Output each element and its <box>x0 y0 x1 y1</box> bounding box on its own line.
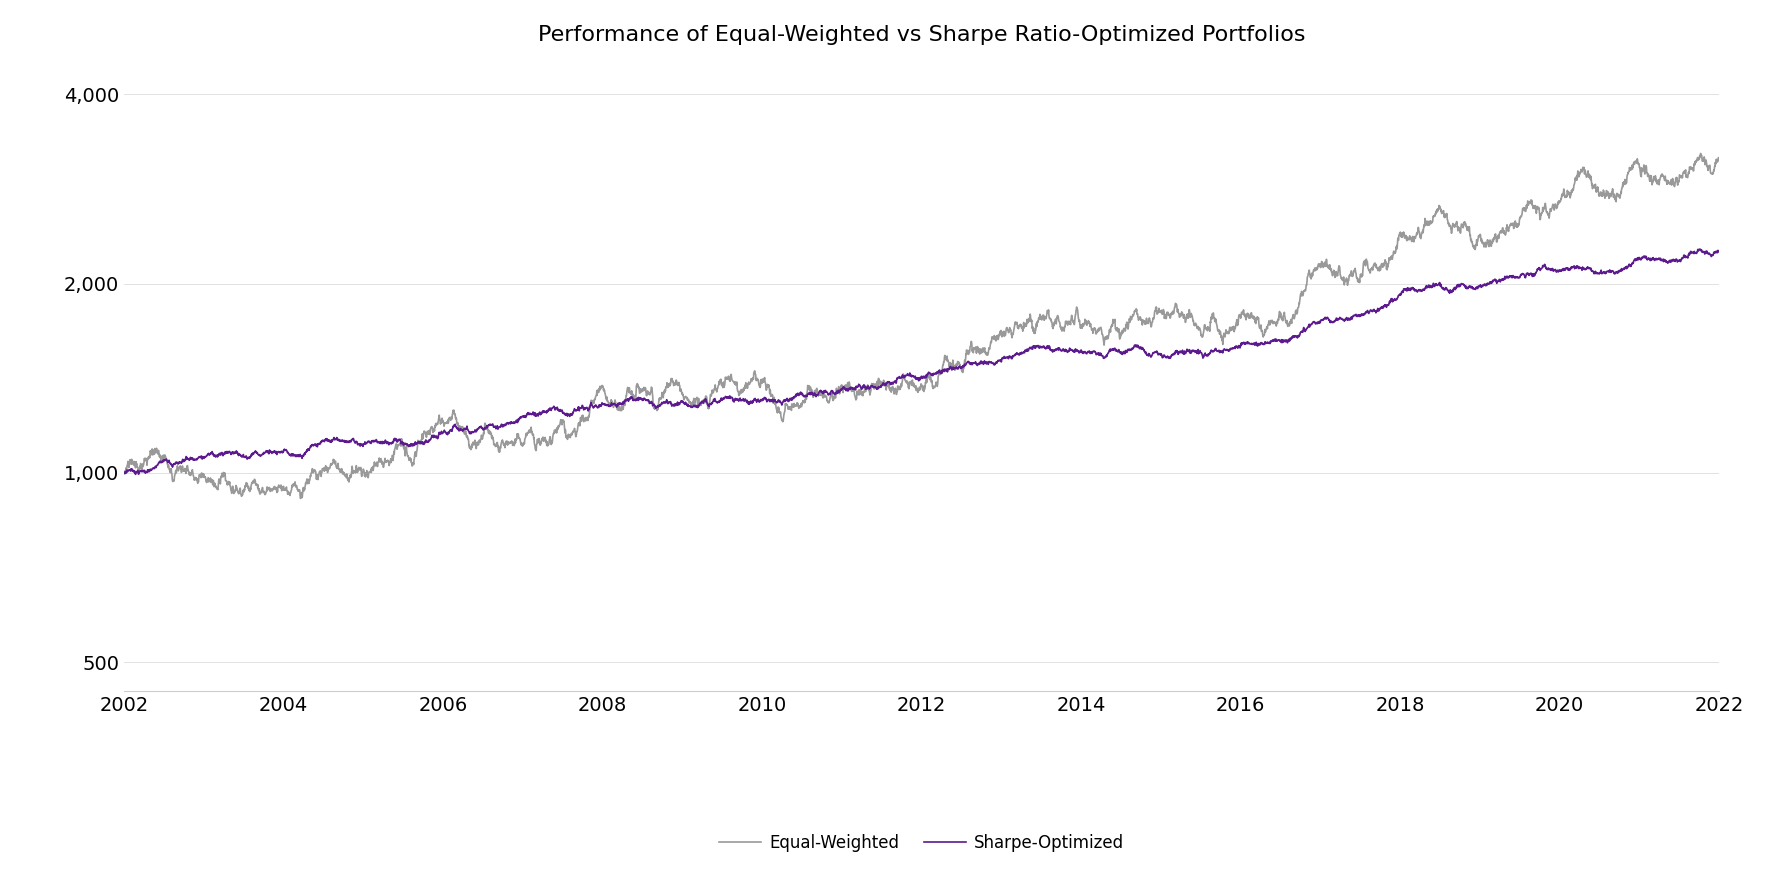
Title: Performance of Equal-Weighted vs Sharpe Ratio-Optimized Portfolios: Performance of Equal-Weighted vs Sharpe … <box>537 25 1306 45</box>
Line: Sharpe-Optimized: Sharpe-Optimized <box>124 249 1719 474</box>
Line: Equal-Weighted: Equal-Weighted <box>124 153 1719 499</box>
Sharpe-Optimized <box>723 394 744 405</box>
Equal-Weighted <box>113 468 135 478</box>
Sharpe-Optimized <box>113 468 135 478</box>
Equal-Weighted <box>1304 266 1325 276</box>
Sharpe-Optimized <box>1150 349 1171 360</box>
Sharpe-Optimized <box>1070 346 1092 357</box>
Sharpe-Optimized <box>1425 279 1446 290</box>
Equal-Weighted <box>1070 321 1092 331</box>
Equal-Weighted <box>1708 154 1729 165</box>
Equal-Weighted <box>723 377 744 387</box>
Sharpe-Optimized <box>1304 316 1325 327</box>
Sharpe-Optimized <box>404 439 425 450</box>
Sharpe-Optimized <box>1689 244 1710 254</box>
Equal-Weighted <box>1425 208 1446 219</box>
Equal-Weighted <box>291 494 312 504</box>
Equal-Weighted <box>1150 305 1171 315</box>
Equal-Weighted <box>1690 148 1712 159</box>
Legend: Equal-Weighted, Sharpe-Optimized: Equal-Weighted, Sharpe-Optimized <box>712 828 1131 859</box>
Equal-Weighted <box>404 455 425 465</box>
Sharpe-Optimized <box>124 469 145 479</box>
Sharpe-Optimized <box>1708 246 1729 257</box>
